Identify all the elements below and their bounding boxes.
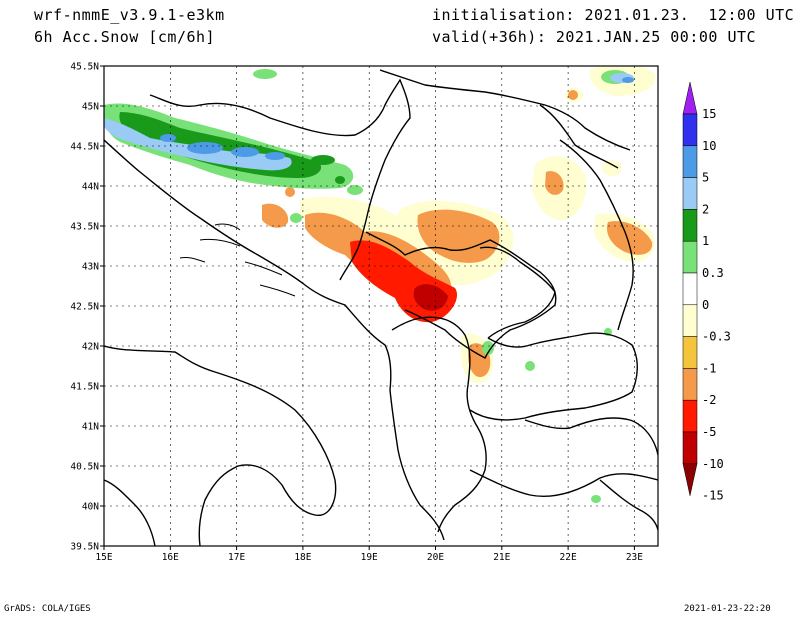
bosnia-border: [149, 78, 411, 281]
colorbar-label: 15: [702, 107, 716, 121]
greece-border: [469, 469, 658, 497]
colorbar-label: -10: [702, 457, 724, 471]
lat-tick-label: 40N: [82, 502, 99, 513]
islands: [179, 223, 296, 297]
romania-border: [539, 104, 619, 169]
colorbar-swatch: [682, 304, 698, 337]
footer-credit: GrADS: COLA/IGES: [4, 604, 91, 614]
lat-tick-label: 45.5N: [70, 62, 99, 73]
lat-tick-label: 44N: [82, 182, 99, 193]
lon-tick-label: 19E: [361, 552, 378, 563]
lon-tick-label: 15E: [95, 552, 112, 563]
field-orange-5: [545, 171, 564, 195]
lon-tick-label: 16E: [162, 552, 179, 563]
colorbar-swatch: [682, 431, 698, 465]
lon-tick-label: 17E: [228, 552, 245, 563]
colorbar: 15 10 5 2 1 0.3 0 -0.3 -1 -2 -5 -10 -15: [682, 81, 731, 503]
model-title: wrf-nmmE_v3.9.1-e3km: [34, 6, 225, 24]
lon-tick-label: 18E: [294, 552, 311, 563]
colorbar-label: 1: [702, 234, 709, 248]
macedonia-border: [469, 332, 638, 421]
lat-tick-label: 41N: [82, 422, 99, 433]
greek-coast: [524, 417, 658, 456]
footer-timestamp: 2021-01-23-22:20: [684, 604, 771, 614]
colorbar-label: 0.3: [702, 266, 724, 280]
colorbar-swatch: [682, 145, 698, 178]
bulgaria-border: [559, 139, 634, 331]
colorbar-label: -15: [702, 489, 724, 503]
colorbar-label: 2: [702, 202, 709, 216]
field-pale-6: [300, 196, 399, 240]
field-orange-6: [606, 221, 653, 255]
field-title: 6h Acc.Snow [cm/6h]: [34, 28, 216, 46]
colorbar-label: -0.3: [702, 330, 731, 344]
colorbar-swatch: [682, 272, 698, 306]
colorbar-label: -1: [702, 361, 716, 375]
colorbar-label: 5: [702, 171, 709, 185]
lon-tick-label: 23E: [626, 552, 643, 563]
hungary-border: [379, 69, 631, 151]
colorbar-label: -5: [702, 425, 716, 439]
lat-tick-label: 41.5N: [70, 382, 99, 393]
colorbar-swatch: [682, 240, 698, 274]
albania-border: [391, 316, 487, 533]
colorbar-swatch: [682, 113, 698, 147]
lat-tick-label: 42.5N: [70, 302, 99, 313]
field-orange-1: [262, 203, 289, 228]
colorbar-swatch: [682, 336, 698, 369]
field-lightblue-1: [104, 118, 292, 171]
colorbar-swatch: [682, 399, 698, 433]
aegean-coast: [599, 479, 658, 531]
italy-heel: [104, 479, 156, 546]
lat-tick-label: 43.5N: [70, 222, 99, 233]
croatia-coast: [104, 139, 445, 541]
axis-ticks: [100, 65, 635, 550]
kosovo-border: [479, 246, 556, 339]
lat-tick-label: 42N: [82, 342, 99, 353]
lat-tick-label: 44.5N: [70, 142, 99, 153]
colorbar-top-arrow: [682, 81, 698, 115]
lat-tick-label: 43N: [82, 262, 99, 273]
field-darkred-1: [413, 284, 448, 311]
lat-lon-grid: [104, 66, 658, 546]
colorbar-swatch: [682, 368, 698, 401]
colorbar-label: 0: [702, 298, 709, 312]
lon-tick-label: 20E: [427, 552, 444, 563]
snow-field: [104, 66, 656, 503]
colorbar-swatch: [682, 209, 698, 242]
lat-labels: 45.5N 45N 44.5N 44N 43.5N 43N 42.5N 42N 41.5N 41N…: [70, 62, 99, 553]
lat-tick-label: 40.5N: [70, 462, 99, 473]
field-orange-3: [417, 209, 500, 263]
italy-coastline: [104, 345, 337, 546]
colorbar-label: -2: [702, 393, 716, 407]
lat-tick-label: 45N: [82, 102, 99, 113]
init-time: initialisation: 2021.01.23. 12:00 UTC: [432, 6, 795, 24]
valid-time: valid(+36h): 2021.JAN.25 00:00 UTC: [432, 28, 757, 46]
lon-labels: 15E 16E 17E 18E 19E 20E 21E 22E 23E: [95, 552, 643, 563]
lon-tick-label: 22E: [560, 552, 577, 563]
lon-tick-label: 21E: [493, 552, 510, 563]
colorbar-swatch: [682, 177, 698, 210]
colorbar-label: 10: [702, 139, 716, 153]
serbia-border: [365, 231, 557, 359]
colorbar-bottom-arrow: [682, 463, 698, 496]
coastlines-borders: [104, 69, 658, 546]
lat-tick-label: 39.5N: [70, 542, 99, 553]
